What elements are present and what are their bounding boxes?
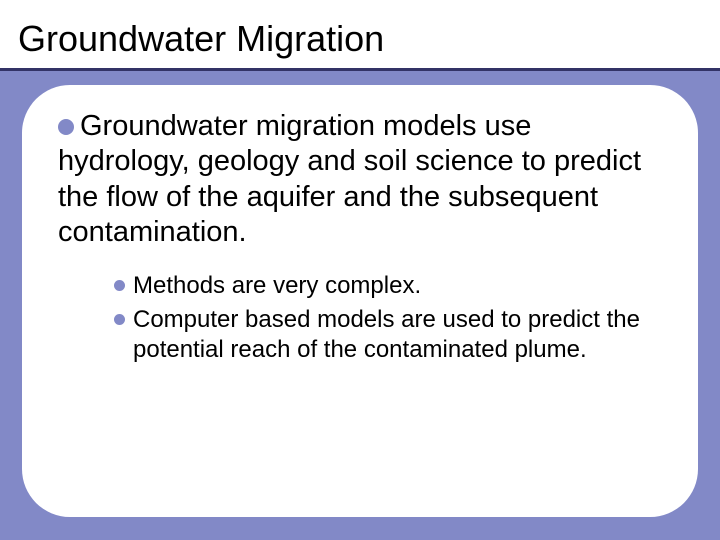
- bullet-dot-icon: [114, 280, 125, 291]
- sub-bullet-row: Computer based models are used to predic…: [114, 305, 674, 365]
- sub-bullet-row: Methods are very complex.: [114, 271, 674, 301]
- main-bullet-text: Groundwater migration models use hydrolo…: [58, 110, 641, 248]
- sub-bullet-text: Methods are very complex.: [133, 272, 421, 299]
- content-card: Groundwater migration models use hydrolo…: [22, 85, 698, 517]
- bullet-dot-icon: [114, 314, 125, 325]
- title-underline: [0, 68, 720, 71]
- bullet-dot-icon: [58, 119, 74, 135]
- sub-bullet-list: Methods are very complex. Computer based…: [114, 271, 674, 369]
- slide-title: Groundwater Migration: [18, 18, 384, 60]
- sub-bullet-text: Computer based models are used to predic…: [133, 306, 640, 363]
- main-bullet-row: Groundwater migration models use hydrolo…: [58, 109, 668, 251]
- slide: Groundwater Migration Groundwater migrat…: [0, 0, 720, 540]
